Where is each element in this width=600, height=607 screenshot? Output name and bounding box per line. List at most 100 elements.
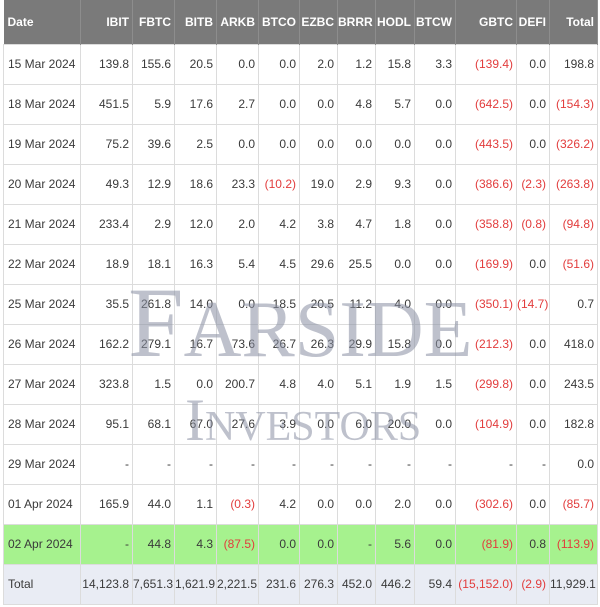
hodl-cell: 9.3 (375, 163, 415, 205)
brrr-cell: - (337, 443, 376, 485)
ezbc-cell: 0.0 (299, 123, 338, 165)
gbtc-cell: (386.6) (455, 163, 517, 205)
arkb-cell: (0.3) (216, 483, 259, 525)
brrr-cell: 0.0 (337, 123, 376, 165)
flow-row: 28 Mar 2024 95.1 68.1 67.0 27.6 3.9 0.0 … (3, 403, 598, 445)
defi-cell: 0.0 (516, 83, 550, 125)
bitb-cell: 18.6 (174, 163, 217, 205)
btcw-cell: 0.0 (414, 123, 456, 165)
gbtc-cell: (443.5) (455, 123, 517, 165)
hodl-cell: 0.0 (375, 243, 415, 285)
btcw-cell: 1.5 (414, 363, 456, 405)
btcw-cell: 0.0 (414, 203, 456, 245)
flow-row: 02 Apr 2024 - 44.8 4.3 (87.5) 0.0 0.0 - … (3, 523, 598, 565)
btco-cell: 0.0 (258, 83, 300, 125)
header-gbtc: GBTC (455, 0, 517, 44)
flow-row: 21 Mar 2024 233.4 2.9 12.0 2.0 4.2 3.8 4… (3, 203, 598, 245)
flow-row: 19 Mar 2024 75.2 39.6 2.5 0.0 0.0 0.0 0.… (3, 123, 598, 165)
fbtc-cell: 44.8 (132, 523, 175, 565)
btcw-cell: 0.0 (414, 163, 456, 205)
hodl-cell: 446.2 (375, 563, 415, 605)
bitb-cell: 16.7 (174, 323, 217, 365)
hodl-cell: 2.0 (375, 483, 415, 525)
header-ibit: IBIT (80, 0, 133, 44)
date-cell: 21 Mar 2024 (3, 203, 81, 245)
ibit-cell: 49.3 (80, 163, 133, 205)
gbtc-cell: - (455, 443, 517, 485)
fbtc-cell: 12.9 (132, 163, 175, 205)
brrr-cell: 6.0 (337, 403, 376, 445)
hodl-cell: - (375, 443, 415, 485)
fbtc-cell: 2.9 (132, 203, 175, 245)
fbtc-cell: 7,651.3 (132, 563, 175, 605)
btco-cell: 26.7 (258, 323, 300, 365)
ezbc-cell: 0.0 (299, 483, 338, 525)
btcw-cell: - (414, 443, 456, 485)
arkb-cell: 200.7 (216, 363, 259, 405)
defi-cell: (0.8) (516, 203, 550, 245)
fbtc-cell: 44.0 (132, 483, 175, 525)
bitb-cell: 0.0 (174, 363, 217, 405)
header-ezbc: EZBC (299, 0, 338, 44)
ezbc-cell: 26.3 (299, 323, 338, 365)
btco-cell: 4.8 (258, 363, 300, 405)
ezbc-cell: 19.0 (299, 163, 338, 205)
btco-cell: 4.2 (258, 483, 300, 525)
hodl-cell: 0.0 (375, 123, 415, 165)
brrr-cell: - (337, 523, 376, 565)
date-cell: 20 Mar 2024 (3, 163, 81, 205)
defi-cell: - (516, 443, 550, 485)
hodl-cell: 5.6 (375, 523, 415, 565)
flow-row: 27 Mar 2024 323.8 1.5 0.0 200.7 4.8 4.0 … (3, 363, 598, 405)
gbtc-cell: (350.1) (455, 283, 517, 325)
ezbc-cell: 0.0 (299, 403, 338, 445)
defi-cell: 0.0 (516, 243, 550, 285)
header-btcw: BTCW (414, 0, 456, 44)
total-row: Total 14,123.8 7,651.3 1,621.9 2,221.5 2… (3, 563, 598, 605)
ezbc-cell: 29.6 (299, 243, 338, 285)
total-cell: (113.9) (549, 523, 598, 565)
brrr-cell: 29.9 (337, 323, 376, 365)
defi-cell: (2.9) (516, 563, 550, 605)
ibit-cell: 139.8 (80, 43, 133, 85)
header-fbtc: FBTC (132, 0, 175, 44)
date-cell: 01 Apr 2024 (3, 483, 81, 525)
btcw-cell: 0.0 (414, 243, 456, 285)
header-defi: DEFI (516, 0, 550, 44)
brrr-cell: 0.0 (337, 483, 376, 525)
ezbc-cell: 0.0 (299, 83, 338, 125)
bitb-cell: 20.5 (174, 43, 217, 85)
date-cell: 15 Mar 2024 (3, 43, 81, 85)
flow-row: 18 Mar 2024 451.5 5.9 17.6 2.7 0.0 0.0 4… (3, 83, 598, 125)
date-cell: 26 Mar 2024 (3, 323, 81, 365)
hodl-cell: 15.8 (375, 323, 415, 365)
total-cell: (263.8) (549, 163, 598, 205)
ibit-cell: 14,123.8 (80, 563, 133, 605)
ezbc-cell: 276.3 (299, 563, 338, 605)
total-cell: (326.2) (549, 123, 598, 165)
date-cell: 28 Mar 2024 (3, 403, 81, 445)
flow-row: 26 Mar 2024 162.2 279.1 16.7 73.6 26.7 2… (3, 323, 598, 365)
gbtc-cell: (302.6) (455, 483, 517, 525)
arkb-cell: 23.3 (216, 163, 259, 205)
total-cell: 0.7 (549, 283, 598, 325)
ezbc-cell: 0.0 (299, 523, 338, 565)
ezbc-cell: 2.0 (299, 43, 338, 85)
ibit-cell: 75.2 (80, 123, 133, 165)
brrr-cell: 4.7 (337, 203, 376, 245)
defi-cell: 0.0 (516, 403, 550, 445)
flow-row: 15 Mar 2024 139.8 155.6 20.5 0.0 0.0 2.0… (3, 43, 598, 85)
total-cell: 198.8 (549, 43, 598, 85)
hodl-cell: 5.7 (375, 83, 415, 125)
fbtc-cell: 68.1 (132, 403, 175, 445)
arkb-cell: 0.0 (216, 283, 259, 325)
btcw-cell: 0.0 (414, 523, 456, 565)
btcw-cell: 0.0 (414, 83, 456, 125)
bitb-cell: 1,621.9 (174, 563, 217, 605)
fbtc-cell: 155.6 (132, 43, 175, 85)
arkb-cell: 0.0 (216, 43, 259, 85)
bitb-cell: 17.6 (174, 83, 217, 125)
flow-row: 01 Apr 2024 165.9 44.0 1.1 (0.3) 4.2 0.0… (3, 483, 598, 525)
header-brrr: BRRR (337, 0, 376, 44)
btco-cell: 4.5 (258, 243, 300, 285)
